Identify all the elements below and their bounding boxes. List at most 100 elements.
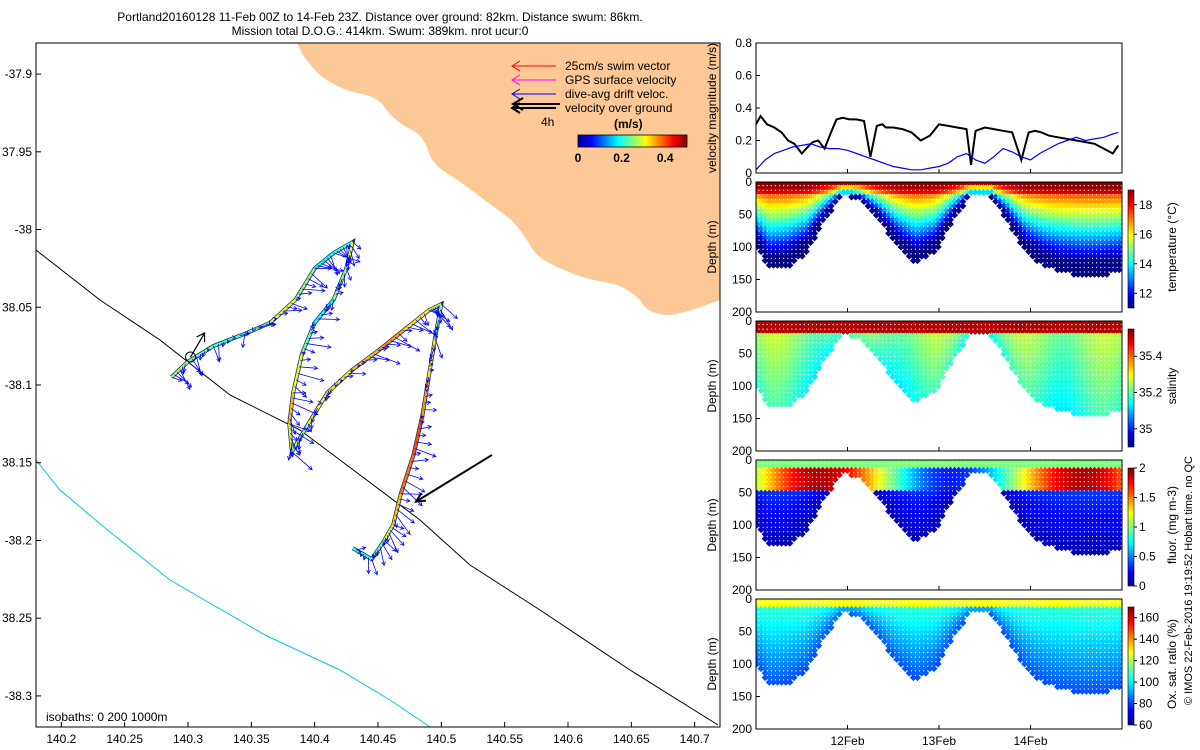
profile-point [790, 387, 798, 395]
profile-point [773, 503, 782, 511]
profile-point [893, 466, 901, 474]
profile-point [823, 471, 831, 479]
profile-point [930, 321, 938, 326]
profile-point [831, 188, 839, 196]
profile-point [951, 332, 959, 340]
profile-point [831, 321, 839, 326]
y-tick-label: 0.2 [735, 134, 752, 148]
profile-point [905, 229, 913, 237]
profile-point [868, 619, 876, 627]
profile-point [971, 323, 979, 331]
profile-point [922, 377, 930, 385]
profile-point [778, 507, 786, 515]
profile-point [930, 382, 938, 390]
profile-point [769, 526, 777, 534]
drift-vector [295, 297, 301, 300]
profile-point [782, 377, 790, 385]
profile-point [988, 460, 996, 465]
profile-point [909, 391, 917, 399]
profile-point [893, 350, 901, 358]
profile-point [955, 341, 963, 349]
profile-point [802, 503, 810, 511]
profile-point [885, 460, 893, 465]
profile-point [930, 377, 938, 385]
profile-point [786, 512, 794, 520]
profile-point [1012, 359, 1020, 367]
profile-point [831, 336, 839, 345]
profile-point [786, 678, 794, 686]
profile-point [790, 193, 798, 201]
profile-point [996, 193, 1004, 201]
profile-point [827, 475, 835, 484]
profile-point [794, 184, 802, 192]
profile-point [839, 184, 847, 192]
profile-point [1004, 188, 1012, 196]
profile-point [996, 182, 1004, 187]
profile-point [864, 610, 872, 618]
profile-point [922, 220, 930, 228]
profile-point [806, 610, 814, 618]
profile-point [790, 350, 798, 358]
profile-point [756, 651, 761, 659]
drift-vector-head [251, 327, 257, 332]
drift-vector-head [339, 291, 344, 296]
profile-point [798, 489, 806, 497]
profile-point [975, 599, 983, 604]
profile-point [934, 182, 942, 187]
profile-point [819, 460, 827, 465]
profile-point [893, 642, 901, 650]
profile-point [1016, 216, 1024, 224]
profile-point [909, 466, 917, 474]
drift-vector-head [360, 552, 365, 558]
profile-point [773, 368, 782, 376]
profile-point [761, 248, 769, 256]
profile-point [889, 485, 897, 493]
profile-point [756, 377, 761, 385]
profile-point [756, 238, 761, 246]
drift-vector [384, 540, 397, 552]
profile-point [889, 628, 897, 636]
profile-point [1004, 614, 1012, 623]
profile-point [782, 646, 790, 654]
profile-point [1008, 624, 1016, 632]
profile-point [881, 202, 889, 210]
profile-point [769, 323, 777, 331]
profile-point [1012, 475, 1020, 484]
profile-point [831, 471, 839, 479]
drift-vector [336, 250, 347, 258]
drift-vector-head [338, 379, 344, 384]
profile-point [806, 182, 814, 187]
profile-point [802, 243, 810, 251]
profile-point [909, 637, 917, 645]
profile-point [782, 336, 790, 345]
profile-point [946, 216, 954, 224]
profile-point [909, 526, 917, 534]
profile-point [955, 462, 963, 470]
profile-point [938, 480, 946, 488]
profile-point [926, 503, 934, 511]
profile-point [765, 252, 773, 260]
profile-point [823, 323, 831, 331]
profile-point [778, 512, 786, 520]
profile-point [761, 321, 769, 326]
drift-vector-head [366, 569, 371, 575]
profile-point [913, 624, 922, 632]
profile-point [823, 207, 831, 215]
profile-point [930, 646, 938, 654]
profile-point [778, 633, 786, 641]
profile-point [778, 610, 786, 618]
profile-point [761, 642, 769, 650]
profile-point [778, 229, 786, 237]
profile-point [839, 466, 847, 474]
profile-point [913, 665, 922, 673]
profile-point [889, 471, 897, 479]
profile-point [769, 211, 777, 219]
drift-vector-head [420, 414, 425, 419]
profile-point [802, 216, 810, 224]
profile-point [806, 498, 814, 506]
profile-point [893, 377, 901, 385]
profile-point [930, 610, 938, 618]
profile-point [811, 321, 819, 326]
